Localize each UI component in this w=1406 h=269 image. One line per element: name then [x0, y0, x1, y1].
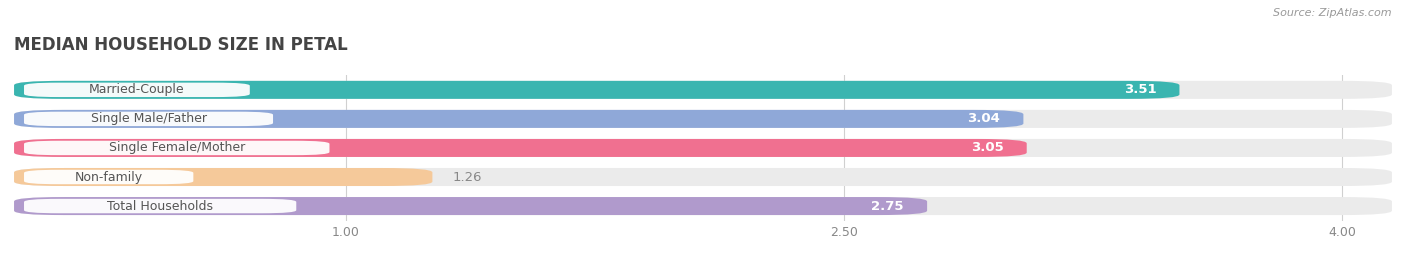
Text: Total Households: Total Households: [107, 200, 214, 213]
Text: 3.51: 3.51: [1123, 83, 1156, 96]
Text: Single Male/Father: Single Male/Father: [90, 112, 207, 125]
FancyBboxPatch shape: [14, 81, 1180, 99]
Text: Single Female/Mother: Single Female/Mother: [108, 141, 245, 154]
Text: 3.04: 3.04: [967, 112, 1000, 125]
FancyBboxPatch shape: [14, 168, 1392, 186]
FancyBboxPatch shape: [24, 199, 297, 213]
FancyBboxPatch shape: [14, 139, 1026, 157]
FancyBboxPatch shape: [14, 139, 1392, 157]
Text: 2.75: 2.75: [872, 200, 904, 213]
Text: MEDIAN HOUSEHOLD SIZE IN PETAL: MEDIAN HOUSEHOLD SIZE IN PETAL: [14, 36, 347, 54]
FancyBboxPatch shape: [14, 168, 433, 186]
FancyBboxPatch shape: [24, 170, 194, 184]
Text: 1.26: 1.26: [453, 171, 482, 183]
Text: Source: ZipAtlas.com: Source: ZipAtlas.com: [1274, 8, 1392, 18]
FancyBboxPatch shape: [14, 110, 1024, 128]
FancyBboxPatch shape: [14, 110, 1392, 128]
FancyBboxPatch shape: [24, 112, 273, 126]
FancyBboxPatch shape: [14, 197, 1392, 215]
FancyBboxPatch shape: [14, 197, 927, 215]
FancyBboxPatch shape: [24, 141, 329, 155]
FancyBboxPatch shape: [24, 83, 250, 97]
Text: 3.05: 3.05: [970, 141, 1004, 154]
Text: Married-Couple: Married-Couple: [89, 83, 184, 96]
FancyBboxPatch shape: [14, 81, 1392, 99]
Text: Non-family: Non-family: [75, 171, 143, 183]
